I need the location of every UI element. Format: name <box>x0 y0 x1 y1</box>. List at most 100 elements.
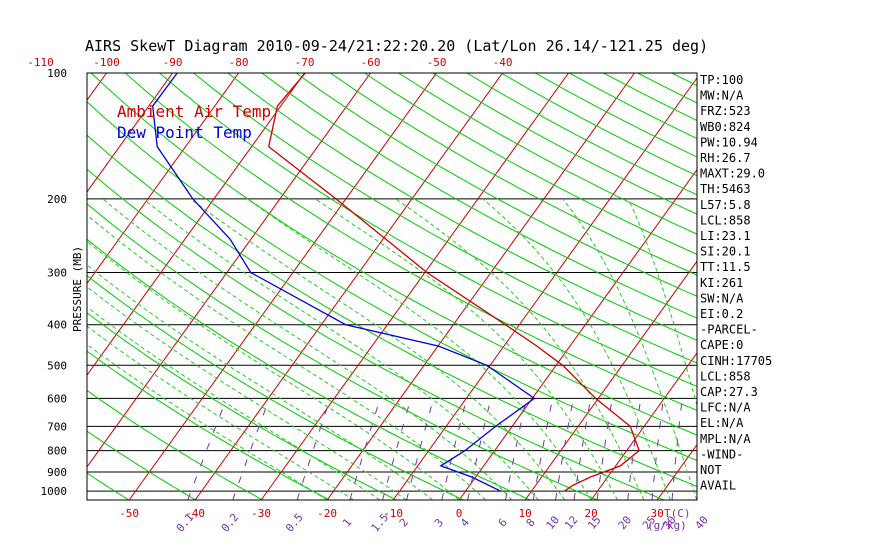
moist-adiabat-16 <box>190 198 566 500</box>
dry-adiabat-450 <box>500 73 697 177</box>
top-temp-tick--100: -100 <box>93 56 120 69</box>
series-line-1 <box>152 73 536 492</box>
top-temperature-ticks: -120-110-100-90-80-70-60-50-40 <box>27 56 513 69</box>
isobars <box>87 73 697 492</box>
dry-adiabat-550 <box>843 73 870 500</box>
index-4: PW:10.94 <box>700 135 758 149</box>
isotherm--20 <box>326 73 635 500</box>
mixing-ratio-label-5: 2 <box>397 516 411 529</box>
profile-series <box>152 73 640 492</box>
index-7: TH:5463 <box>700 182 751 196</box>
isotherm-20 <box>590 352 697 500</box>
index-25: NOT <box>700 463 722 477</box>
pressure-tick-400: 400 <box>47 319 67 332</box>
mixing-ratio-line-10 <box>555 398 574 500</box>
mixing-ratio-label-6: 3 <box>432 516 446 529</box>
mixing-ratio-label-10: 10 <box>544 513 562 532</box>
pressure-tick-700: 700 <box>47 420 67 433</box>
bottom-temp-tick--30: -30 <box>251 507 271 520</box>
bottom-temp-tick--50: -50 <box>119 507 139 520</box>
index-0: TP:100 <box>700 73 743 87</box>
moist-adiabat-12 <box>142 198 539 500</box>
index-20: CAP:27.3 <box>700 385 758 399</box>
bottom-temp-tick-20: 20 <box>584 507 597 520</box>
bottom-temp-tick-30: 30 <box>650 507 663 520</box>
pressure-tick-500: 500 <box>47 359 67 372</box>
index-18: CINH:17705 <box>700 354 772 368</box>
moist-adiabat-20 <box>247 198 592 500</box>
index-14: SW:N/A <box>700 291 744 305</box>
isotherm--50 <box>128 73 437 500</box>
index-9: LCL:858 <box>700 213 751 227</box>
index-13: KI:261 <box>700 276 743 290</box>
pressure-tick-800: 800 <box>47 445 67 458</box>
bottom-temperature-ticks: -50 -40 -30 -20 -10 0 10 20 30 <box>119 507 664 520</box>
moist-adiabat--4 <box>87 264 434 500</box>
dry-adiabat-360 <box>193 73 697 364</box>
dry-adiabat-260 <box>87 312 397 500</box>
top-temp-tick--50: -50 <box>427 56 447 69</box>
top-temp-tick--70: -70 <box>295 56 315 69</box>
top-temp-tick--110: -110 <box>27 56 54 69</box>
top-temp-tick--40: -40 <box>493 56 513 69</box>
mixing-ratio-label-7: 4 <box>458 516 472 530</box>
index-6: MAXT:29.0 <box>700 167 765 181</box>
dry-adiabat-340 <box>124 73 697 411</box>
dry-adiabat-410 <box>364 73 697 255</box>
pressure-tick-1000: 1000 <box>41 485 68 498</box>
index-5: RH:26.7 <box>700 151 751 165</box>
dry-adiabat-520 <box>740 73 870 500</box>
dry-adiabat-380 <box>261 73 697 319</box>
isotherm-50 <box>789 73 870 500</box>
isotherm-30 <box>656 443 697 500</box>
isotherm--40 <box>194 73 503 500</box>
legend-dew-point-temp: Dew Point Temp <box>117 123 252 142</box>
dry-adiabats <box>87 73 870 500</box>
mixing-ratio-line-6 <box>441 398 468 500</box>
index-11: SI:20.1 <box>700 245 751 259</box>
mixing-ratio-label-16: 40 <box>692 513 710 532</box>
mixing-ratio-line-4 <box>382 398 412 500</box>
dry-adiabat-400 <box>330 73 697 276</box>
index-1: MW:N/A <box>700 89 744 103</box>
dry-adiabat-290 <box>87 203 598 500</box>
index-3: WB0:824 <box>700 120 751 134</box>
moist-adiabat-4 <box>87 214 486 500</box>
legend-ambient-air-temp: Ambient Air Temp <box>117 102 271 121</box>
index-8: L57:5.8 <box>700 198 751 212</box>
index-26: AVAIL <box>700 479 736 493</box>
mixing-ratio-line-15 <box>671 398 683 500</box>
index-16: -PARCEL- <box>700 323 758 337</box>
index-10: LI:23.1 <box>700 229 751 243</box>
bottom-temp-tick--10: -10 <box>383 507 403 520</box>
isotherm--110 <box>0 73 41 500</box>
mixing-ratio-label-1: 0.2 <box>219 511 242 535</box>
index-15: EI:0.2 <box>700 307 743 321</box>
moist-adiabat-28 <box>395 198 645 500</box>
dry-adiabat-540 <box>809 73 870 500</box>
dry-adiabat-250 <box>87 350 330 500</box>
index-24: -WIND- <box>700 447 743 461</box>
dry-adiabat-280 <box>87 238 531 500</box>
mixing-ratio-line-12 <box>596 398 613 500</box>
bottom-temp-tick-10: 10 <box>518 507 531 520</box>
moist-adiabats <box>87 198 697 500</box>
pressure-tick-600: 600 <box>47 392 67 405</box>
isotherms <box>0 73 870 500</box>
isotherm--80 <box>87 73 239 285</box>
index-17: CAPE:0 <box>700 338 743 352</box>
isotherm-0 <box>458 168 697 500</box>
top-temp-tick--90: -90 <box>163 56 183 69</box>
isotherm--70 <box>87 73 305 377</box>
moist-adiabat-32 <box>482 198 671 500</box>
plot-frame <box>86 72 698 501</box>
moist-adiabat-8 <box>102 198 513 500</box>
dry-adiabat-300 <box>87 168 665 500</box>
bottom-temp-tick-0: 0 <box>456 507 463 520</box>
x-axis-label: T(C) <box>664 507 691 520</box>
mixing-ratio-label-11: 12 <box>562 513 580 532</box>
legend: Ambient Air Temp Dew Point Temp <box>117 102 271 142</box>
dry-adiabat-430 <box>432 73 697 215</box>
mixing-ratio-line-8 <box>505 398 527 500</box>
